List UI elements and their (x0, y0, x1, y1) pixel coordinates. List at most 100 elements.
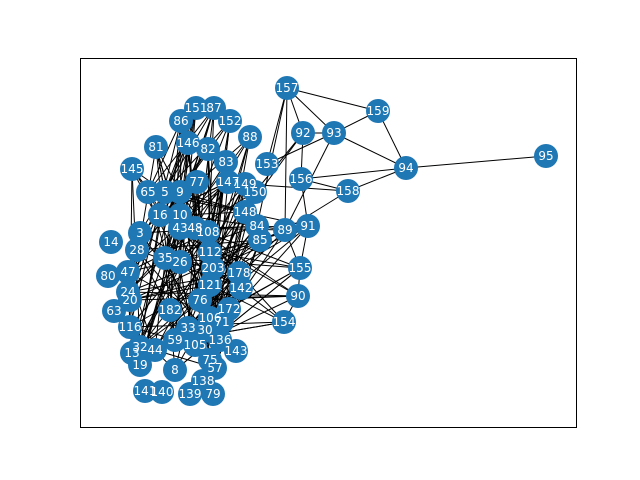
node (158, 298, 182, 322)
node-label: 59 (167, 333, 182, 347)
node-label: 121 (199, 278, 222, 292)
node-label: 155 (289, 261, 312, 275)
node-label: 145 (121, 162, 144, 176)
node-label: 32 (132, 340, 147, 354)
node (143, 338, 167, 362)
node-label: 16 (152, 208, 167, 222)
edge (405, 155, 547, 169)
node (163, 358, 187, 382)
node-label: 90 (290, 289, 305, 303)
node-label: 154 (273, 315, 296, 329)
node (289, 167, 313, 191)
node (183, 216, 207, 240)
node-label: 148 (234, 205, 257, 219)
edge (333, 132, 407, 169)
node-label: 92 (295, 126, 310, 140)
node (286, 284, 310, 308)
node-label: 152 (219, 114, 242, 128)
node-label: 182 (159, 303, 182, 317)
node (120, 157, 144, 181)
node-label: 108 (197, 225, 220, 239)
node-label: 138 (192, 374, 215, 388)
node (296, 214, 320, 238)
node (118, 315, 142, 339)
edge (209, 251, 301, 269)
node-label: 8 (171, 363, 179, 377)
node (168, 250, 192, 274)
node (144, 135, 168, 159)
node (148, 203, 172, 227)
node-label: 85 (252, 233, 267, 247)
node (183, 333, 207, 357)
node (196, 137, 220, 161)
node (291, 121, 315, 145)
edge (286, 87, 379, 112)
node-label: 141 (134, 384, 157, 398)
node (163, 328, 187, 352)
node-label: 116 (119, 320, 142, 334)
node-label: 178 (228, 266, 251, 280)
edge (139, 214, 161, 348)
node-label: 81 (148, 140, 163, 154)
node-label: 139 (179, 387, 202, 401)
node-label: 172 (218, 302, 241, 316)
node (248, 228, 272, 252)
edge (147, 120, 182, 193)
node-label: 156 (290, 172, 313, 186)
node-label: 83 (218, 155, 233, 169)
node (218, 109, 242, 133)
node-label: 149 (234, 177, 257, 191)
node-label: 106 (199, 311, 222, 325)
node (203, 356, 227, 380)
node-label: 28 (129, 243, 144, 257)
node (178, 382, 202, 406)
node-label: 203 (202, 261, 225, 275)
node-label: 84 (249, 219, 264, 233)
node (116, 260, 140, 284)
node-label: 63 (106, 304, 121, 318)
node-label: 112 (199, 245, 222, 259)
node-label: 35 (157, 251, 172, 265)
node-label: 94 (398, 161, 413, 175)
node (366, 99, 390, 123)
node-label: 147 (217, 175, 240, 189)
node-label: 65 (140, 185, 155, 199)
node-label: 95 (538, 149, 553, 163)
node-label: 153 (256, 157, 279, 171)
node-label: 89 (277, 223, 292, 237)
node-label: 157 (276, 81, 299, 95)
node-label: 82 (200, 142, 215, 156)
node (136, 180, 160, 204)
node-label: 9 (176, 185, 184, 199)
node (272, 310, 296, 334)
node (118, 288, 142, 312)
node-label: 30 (197, 323, 212, 337)
node (288, 256, 312, 280)
edge (127, 239, 261, 273)
node-label: 142 (230, 281, 253, 295)
node-label: 44 (147, 343, 162, 357)
edge (284, 87, 288, 231)
node (238, 125, 262, 149)
edge (254, 132, 304, 193)
node (176, 131, 200, 155)
node-label: 75 (202, 353, 217, 367)
node (336, 179, 360, 203)
node-label: 136 (209, 333, 232, 347)
node (394, 156, 418, 180)
node (243, 180, 267, 204)
node-label: 24 (120, 285, 135, 299)
node (99, 230, 123, 254)
node-label: 143 (225, 344, 248, 358)
node-label: 26 (172, 255, 187, 269)
edge (266, 132, 335, 165)
node-label: 76 (192, 293, 207, 307)
node-label: 86 (173, 114, 188, 128)
node (201, 382, 225, 406)
node-label: 159 (367, 104, 390, 118)
node-label: 10 (172, 208, 187, 222)
node-label: 20 (122, 293, 137, 307)
node-label: 57 (207, 361, 222, 375)
